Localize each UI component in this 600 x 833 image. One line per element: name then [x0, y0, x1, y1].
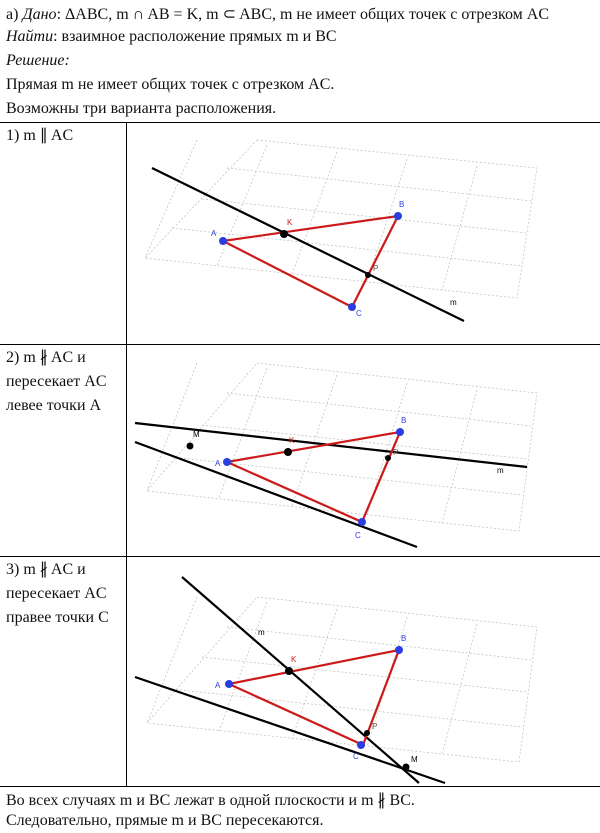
label-K: K: [287, 218, 293, 227]
solution-label: Решение:: [6, 52, 70, 69]
label-A: A: [211, 229, 217, 238]
point-C: [348, 303, 356, 311]
find-text: : взаимное расположение прямых m и BC: [53, 28, 337, 45]
grid: [146, 596, 538, 763]
find-label: Найти: [6, 28, 54, 45]
grid: [144, 139, 538, 299]
case-2-line-2: пересекает AC: [6, 373, 107, 390]
given-line: а) Дано: ΔABC, m ∩ AB = K, m ⊂ ABC, m не…: [6, 4, 549, 24]
case-1-figure: A B C K P m: [127, 123, 600, 344]
case-2-line-1: 2) m ∦ AC и: [6, 349, 86, 366]
table-divider-1: [0, 344, 600, 345]
label-m: m: [258, 628, 265, 637]
label-C: C: [353, 752, 359, 761]
case-3-line-2: пересекает AC: [6, 585, 107, 602]
case-3-text: 3) m ∦ AC и пересекает AC правее точки C: [6, 558, 124, 630]
line-AC-extended: [134, 675, 446, 785]
point-B: [394, 212, 402, 220]
label-B: B: [401, 634, 406, 643]
point-B: [395, 646, 403, 654]
line-m: [181, 576, 420, 784]
table-border-top: [0, 122, 600, 123]
label-P: P: [373, 264, 378, 273]
conclusion-line-1: Во всех случаях m и BC лежат в одной пло…: [6, 792, 415, 809]
line-m: [151, 167, 465, 322]
triangle-abc: [225, 648, 401, 747]
table-border-bottom: [0, 786, 600, 787]
label-A: A: [215, 681, 221, 690]
case-2-figure: A B C K P M m: [127, 345, 600, 556]
case-1-line-1: 1) m ∥ AC: [6, 127, 74, 144]
label-C: C: [355, 531, 361, 540]
label-m: m: [450, 298, 457, 307]
solution-line-1: Прямая m не имеет общих точек с отрезком…: [6, 76, 335, 93]
conclusion-line-2: Следовательно, прямые m и BC пересекаютс…: [6, 812, 324, 829]
triangle-abc: [223, 430, 402, 524]
find-line: Найти: взаимное расположение прямых m и …: [6, 28, 337, 46]
label-P: P: [393, 448, 398, 457]
label-P: P: [372, 722, 377, 731]
label-K: K: [291, 655, 297, 664]
label-A: A: [215, 459, 221, 468]
case-2-text: 2) m ∦ AC и пересекает AC левее точки A: [6, 346, 124, 418]
point-A: [219, 237, 227, 245]
case-3-line-1: 3) m ∦ AC и: [6, 561, 86, 578]
label-m: m: [497, 466, 504, 475]
point-K: [280, 230, 288, 238]
point-C: [358, 518, 366, 526]
label-B: B: [401, 416, 406, 425]
point-B: [396, 428, 404, 436]
point-M: [402, 763, 410, 771]
point-M: [186, 442, 194, 450]
given-label: Дано: [22, 6, 57, 23]
case-3-line-3: правее точки C: [6, 609, 109, 626]
table-column-divider: [126, 122, 127, 787]
label-M: M: [193, 430, 200, 439]
point-P: [385, 455, 391, 461]
case-2-line-3: левее точки A: [6, 397, 102, 414]
cases-table: 1) m ∥ AC A B C K P m 2) m ∦ AC и пересе: [0, 122, 600, 787]
solution-line-2: Возможны три варианта расположения.: [6, 100, 277, 117]
label-K: K: [289, 436, 295, 445]
case-1-text: 1) m ∥ AC: [6, 124, 124, 148]
label-M: M: [411, 755, 418, 764]
table-divider-2: [0, 556, 600, 557]
point-A: [225, 680, 233, 688]
triangle-abc: [219, 214, 400, 309]
given-prefix: а): [6, 6, 23, 23]
point-P: [365, 272, 371, 278]
case-3-figure: A B C K P M m: [127, 557, 600, 786]
point-K: [285, 667, 293, 675]
point-K: [284, 448, 292, 456]
given-text: : ΔABC, m ∩ AB = K, m ⊂ ABC, m не имеет …: [56, 6, 549, 23]
point-C: [357, 741, 365, 749]
point-A: [223, 458, 231, 466]
label-C: C: [356, 309, 362, 318]
point-P: [364, 730, 370, 736]
line-AC-extended: [134, 440, 418, 549]
label-B: B: [399, 200, 404, 209]
